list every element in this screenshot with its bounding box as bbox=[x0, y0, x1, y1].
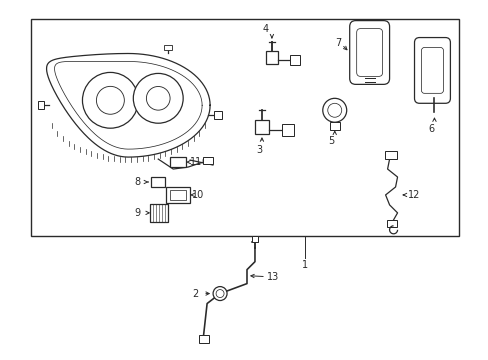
Bar bbox=[31, 19, 458, 236]
Text: 1: 1 bbox=[301, 260, 307, 270]
Bar bbox=[251, 236, 258, 242]
Text: 13: 13 bbox=[266, 272, 279, 282]
FancyBboxPatch shape bbox=[349, 21, 389, 84]
Text: 7: 7 bbox=[335, 37, 341, 48]
Ellipse shape bbox=[322, 98, 346, 122]
FancyBboxPatch shape bbox=[356, 28, 382, 76]
Text: 11: 11 bbox=[190, 157, 202, 167]
Ellipse shape bbox=[216, 289, 224, 298]
Bar bbox=[150, 204, 168, 222]
FancyBboxPatch shape bbox=[414, 37, 449, 103]
Text: 2: 2 bbox=[192, 289, 198, 298]
Text: 5: 5 bbox=[328, 136, 334, 146]
Bar bbox=[199, 336, 209, 343]
Ellipse shape bbox=[133, 73, 183, 123]
Bar bbox=[164, 45, 172, 50]
Ellipse shape bbox=[213, 287, 226, 301]
Bar bbox=[170, 157, 186, 167]
Bar bbox=[281, 124, 293, 136]
Text: 8: 8 bbox=[134, 177, 140, 187]
Text: 12: 12 bbox=[407, 190, 419, 200]
Text: 3: 3 bbox=[255, 145, 262, 155]
Bar bbox=[384, 151, 396, 159]
Bar bbox=[265, 50, 277, 64]
Bar bbox=[329, 122, 339, 130]
Text: 4: 4 bbox=[263, 23, 268, 33]
Text: 6: 6 bbox=[427, 124, 434, 134]
Bar bbox=[203, 157, 213, 164]
Ellipse shape bbox=[96, 86, 124, 114]
Bar bbox=[38, 101, 43, 109]
Bar bbox=[151, 177, 165, 187]
Ellipse shape bbox=[82, 72, 138, 128]
FancyBboxPatch shape bbox=[421, 48, 443, 93]
Bar bbox=[254, 120, 268, 134]
Bar bbox=[214, 111, 222, 119]
Bar bbox=[170, 190, 186, 200]
Ellipse shape bbox=[146, 86, 170, 110]
Bar bbox=[289, 55, 299, 66]
Bar bbox=[166, 187, 190, 203]
Ellipse shape bbox=[327, 103, 341, 117]
Text: 9: 9 bbox=[134, 208, 140, 218]
Bar bbox=[386, 220, 396, 227]
Text: 10: 10 bbox=[192, 190, 204, 200]
